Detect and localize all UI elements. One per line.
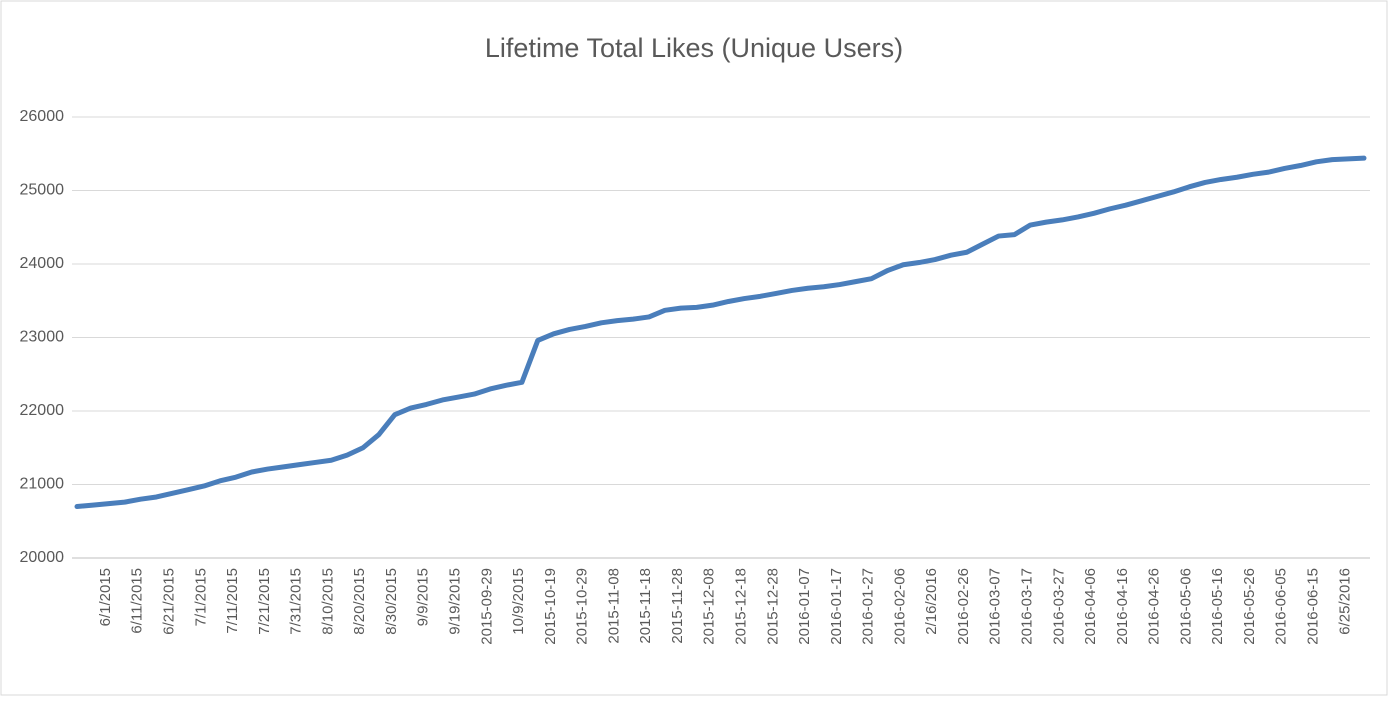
y-tick-label: 25000 <box>20 182 65 199</box>
x-tick-label: 2016-02-26 <box>955 568 972 645</box>
x-tick-label: 2016-01-27 <box>860 568 877 645</box>
x-tick-label: 2016-06-05 <box>1273 568 1290 645</box>
x-tick-label: 2016-04-16 <box>1114 568 1131 645</box>
x-tick-label: 2016-03-27 <box>1050 568 1067 645</box>
x-tick-label: 9/19/2015 <box>447 568 464 635</box>
y-tick-label: 23000 <box>20 329 65 346</box>
x-tick-label: 2015-11-18 <box>637 568 654 644</box>
x-tick-label: 2016-06-15 <box>1305 568 1322 645</box>
x-tick-label: 2015-11-28 <box>669 568 686 644</box>
x-tick-label: 8/30/2015 <box>383 568 400 635</box>
x-tick-label: 2015-10-19 <box>542 568 559 645</box>
x-tick-label: 7/1/2015 <box>192 568 209 626</box>
x-tick-label: 2016-05-26 <box>1241 568 1258 645</box>
x-tick-label: 2016-03-17 <box>1019 568 1036 645</box>
x-tick-label: 2016-01-07 <box>796 568 813 645</box>
x-tick-label: 2015-12-08 <box>701 568 718 645</box>
chart-title: Lifetime Total Likes (Unique Users) <box>485 33 903 63</box>
x-tick-label: 6/25/2016 <box>1336 568 1353 635</box>
y-tick-label: 22000 <box>20 402 65 419</box>
x-tick-label: 2015-12-28 <box>764 568 781 645</box>
y-tick-label: 24000 <box>20 255 65 272</box>
x-tick-label: 9/9/2015 <box>415 568 432 626</box>
x-tick-label: 2016-04-06 <box>1082 568 1099 645</box>
y-tick-label: 21000 <box>20 476 65 493</box>
x-tick-label: 6/11/2015 <box>129 568 146 634</box>
y-tick-label: 26000 <box>20 108 65 125</box>
x-tick-label: 2015-09-29 <box>478 568 495 645</box>
x-tick-label: 8/20/2015 <box>351 568 368 635</box>
x-tick-label: 2016-01-17 <box>828 568 845 645</box>
x-tick-label: 2/16/2016 <box>923 568 940 635</box>
x-tick-label: 7/21/2015 <box>256 568 273 635</box>
x-tick-label: 7/31/2015 <box>288 568 305 635</box>
x-tick-label: 2016-04-26 <box>1146 568 1163 645</box>
x-tick-label: 2016-02-06 <box>891 568 908 645</box>
x-tick-label: 6/21/2015 <box>161 568 178 635</box>
x-tick-label: 7/11/2015 <box>224 568 241 634</box>
y-tick-label: 20000 <box>20 549 65 566</box>
x-tick-label: 2015-10-29 <box>574 568 591 645</box>
x-tick-label: 2015-12-18 <box>733 568 750 645</box>
x-tick-label: 8/10/2015 <box>319 568 336 635</box>
x-tick-label: 2016-05-06 <box>1177 568 1194 645</box>
x-tick-label: 6/1/2015 <box>97 568 114 626</box>
x-tick-label: 2015-11-08 <box>605 568 622 644</box>
x-tick-label: 10/9/2015 <box>510 568 527 635</box>
data-line <box>74 155 1367 510</box>
x-tick-label: 2016-03-07 <box>987 568 1004 645</box>
x-tick-label: 2016-05-16 <box>1209 568 1226 645</box>
